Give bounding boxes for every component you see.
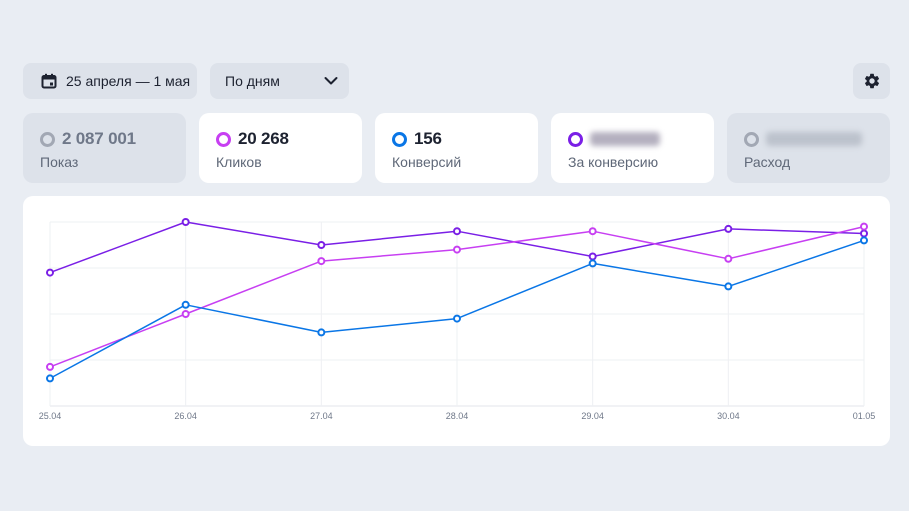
data-point-2[interactable]	[860, 236, 868, 245]
data-point-0[interactable]	[46, 268, 54, 277]
line-chart-svg: 25.04 26.04 27.04 28.04 29.04 30.04 01.05	[39, 218, 876, 421]
data-point-1[interactable]	[724, 254, 733, 263]
x-tick-label: 30.04	[717, 411, 740, 421]
metric-value-redacted	[766, 132, 862, 146]
chevron-down-icon	[324, 77, 338, 85]
data-point-0[interactable]	[181, 218, 190, 226]
metric-indicator-icon	[744, 131, 759, 147]
metric-value: 156	[414, 129, 442, 148]
data-point-0[interactable]	[588, 252, 597, 261]
x-tick-label: 26.04	[174, 411, 197, 421]
data-point-1[interactable]	[453, 245, 461, 254]
metric-card-cost-per-conversion[interactable]: За конверсию	[551, 113, 714, 183]
data-point-2[interactable]	[724, 282, 733, 291]
period-select-value: По дням	[225, 73, 280, 89]
date-range-label: 25 апреля — 1 мая	[66, 73, 191, 89]
x-tick-label: 29.04	[581, 411, 604, 421]
data-point-0[interactable]	[860, 229, 868, 238]
metric-card-spend[interactable]: Расход	[727, 113, 890, 183]
x-tick-label: 01.05	[853, 411, 876, 421]
metric-card-impressions[interactable]: 2 087 001 Показ	[23, 113, 186, 183]
data-point-2[interactable]	[588, 259, 597, 268]
data-point-1[interactable]	[317, 257, 326, 266]
metric-indicator-icon	[568, 131, 583, 147]
data-point-0[interactable]	[317, 241, 326, 249]
metric-label: Конверсий	[392, 154, 462, 170]
data-point-1[interactable]	[588, 227, 597, 236]
x-tick-label: 27.04	[310, 411, 333, 421]
x-tick-label: 28.04	[446, 411, 469, 421]
data-point-0[interactable]	[453, 227, 461, 236]
metric-label: За конверсию	[568, 154, 659, 170]
data-point-0[interactable]	[724, 224, 733, 233]
period-select[interactable]: По дням	[210, 63, 349, 99]
data-point-1[interactable]	[46, 362, 54, 371]
metric-label: Кликов	[216, 154, 262, 170]
metric-value-redacted	[590, 132, 660, 146]
x-tick-label: 25.04	[39, 411, 62, 421]
gear-icon	[864, 73, 879, 89]
metric-indicator-icon	[392, 131, 407, 147]
settings-button[interactable]	[853, 63, 890, 99]
data-point-2[interactable]	[317, 328, 326, 337]
metric-value: 2 087 001	[62, 129, 136, 148]
metric-label: Показ	[40, 154, 79, 170]
metric-card-clicks[interactable]: 20 268 Кликов	[199, 113, 362, 183]
metric-label: Расход	[744, 154, 791, 170]
line-chart: 25.04 26.04 27.04 28.04 29.04 30.04 01.05	[23, 196, 890, 446]
data-point-2[interactable]	[181, 300, 190, 309]
date-range-button[interactable]: 25 апреля — 1 мая	[23, 63, 197, 99]
metric-card-conversions[interactable]: 156 Конверсий	[375, 113, 538, 183]
metric-indicator-icon	[40, 131, 55, 147]
metric-value: 20 268	[238, 129, 289, 148]
data-point-1[interactable]	[181, 310, 190, 318]
metric-indicator-icon	[216, 131, 231, 147]
calendar-icon	[41, 73, 57, 89]
data-point-2[interactable]	[46, 374, 54, 383]
data-point-1[interactable]	[860, 222, 868, 231]
data-point-2[interactable]	[453, 314, 461, 323]
